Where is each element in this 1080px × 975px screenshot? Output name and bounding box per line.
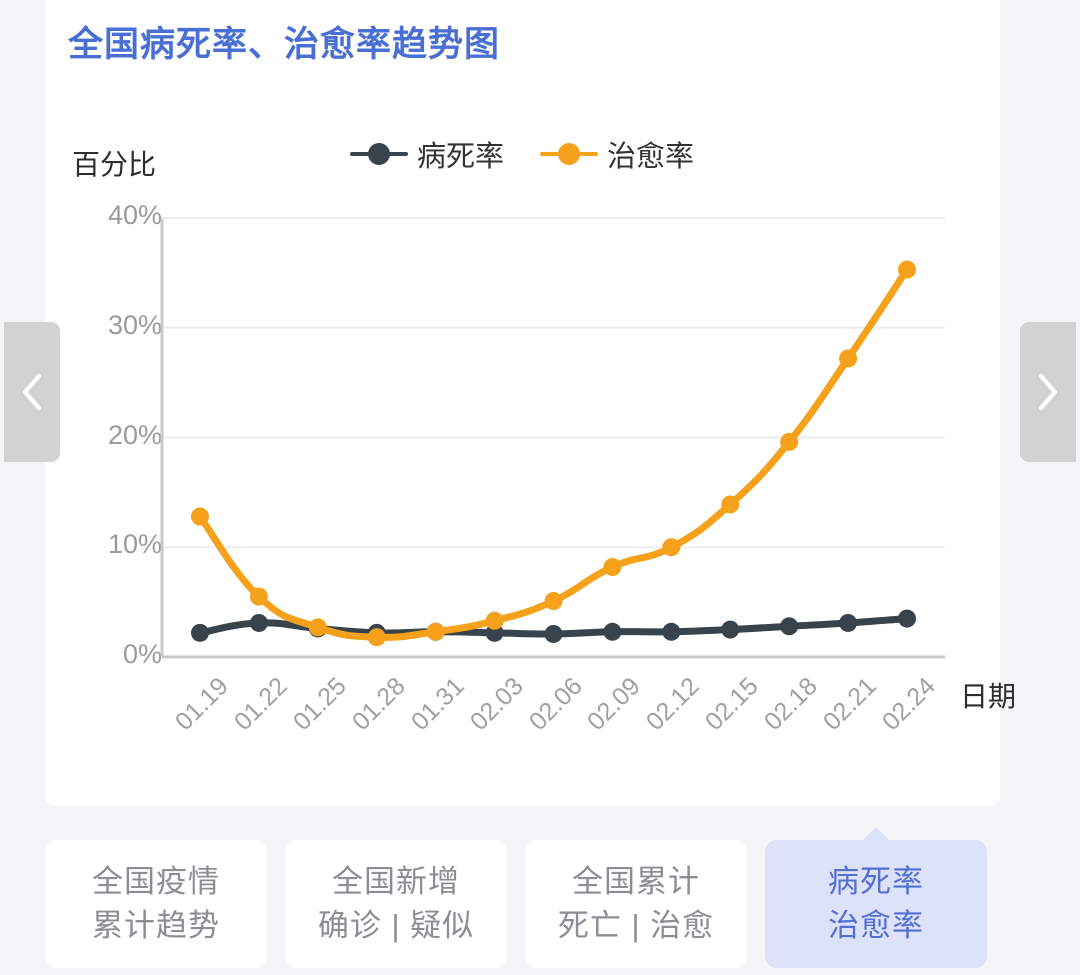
tab-label-line2: 累计趋势 (92, 908, 220, 943)
tab-national-new-confirmed-suspected[interactable]: 全国新增 确诊 | 疑似 (285, 840, 507, 968)
y-axis-label: 百分比 (72, 149, 157, 180)
tab-fatality-cure-rate[interactable]: 病死率 治愈率 (765, 827, 987, 968)
y-axis-ticks: 0% 10% 20% 30% 40% (90, 0, 162, 806)
chevron-left-icon (23, 374, 41, 410)
y-tick-label: 30% (107, 309, 162, 340)
y-tick-label: 20% (107, 419, 162, 450)
tab-label-line1: 病死率 (828, 863, 924, 899)
y-tick-label: 40% (107, 200, 162, 230)
tab-label-line2: 确诊 | 疑似 (317, 908, 475, 943)
page-title: 全国病死率、治愈率趋势图 (68, 25, 501, 64)
legend-dot-1 (558, 143, 581, 165)
legend-label-1: 治愈率 (607, 141, 695, 173)
tab-national-cumulative-trend[interactable]: 全国疫情 累计趋势 (45, 840, 267, 968)
legend-label-0: 病死率 (417, 141, 505, 173)
legend-item-0[interactable]: 病死率 (350, 133, 504, 175)
chevron-right-icon (1039, 374, 1057, 410)
y-tick-label: 0% (122, 639, 162, 669)
tab-label-line1: 全国疫情 (92, 863, 220, 899)
tab-label-line1: 全国新增 (332, 863, 460, 899)
tab-national-cumulative-death-cured[interactable]: 全国累计 死亡 | 治愈 (525, 840, 747, 968)
y-tick-label: 10% (107, 529, 162, 560)
tab-label-line1: 全国累计 (572, 863, 700, 899)
next-chart-button[interactable] (1020, 322, 1076, 462)
x-axis-ticks: 01.19 01.22 01.25 01.28 01.31 02.03 02.06 02.09… (170, 672, 941, 736)
chart-tab-strip: 全国疫情 累计趋势 全国新增 确诊 | 疑似 全国累计 死亡 | 治愈 病死率 … (45, 827, 1035, 975)
legend-dot-0 (368, 143, 390, 165)
prev-chart-button[interactable] (4, 322, 60, 462)
legend-item-1[interactable]: 治愈率 (540, 133, 694, 175)
x-axis-label: 日期 (960, 681, 1017, 712)
chart-legend: 病死率 治愈率 (350, 133, 694, 175)
tab-label-line2: 治愈率 (828, 908, 924, 943)
legend-swatch-0 (350, 143, 408, 165)
tab-label-line2: 死亡 | 治愈 (557, 908, 715, 943)
legend-swatch-1 (540, 143, 599, 165)
